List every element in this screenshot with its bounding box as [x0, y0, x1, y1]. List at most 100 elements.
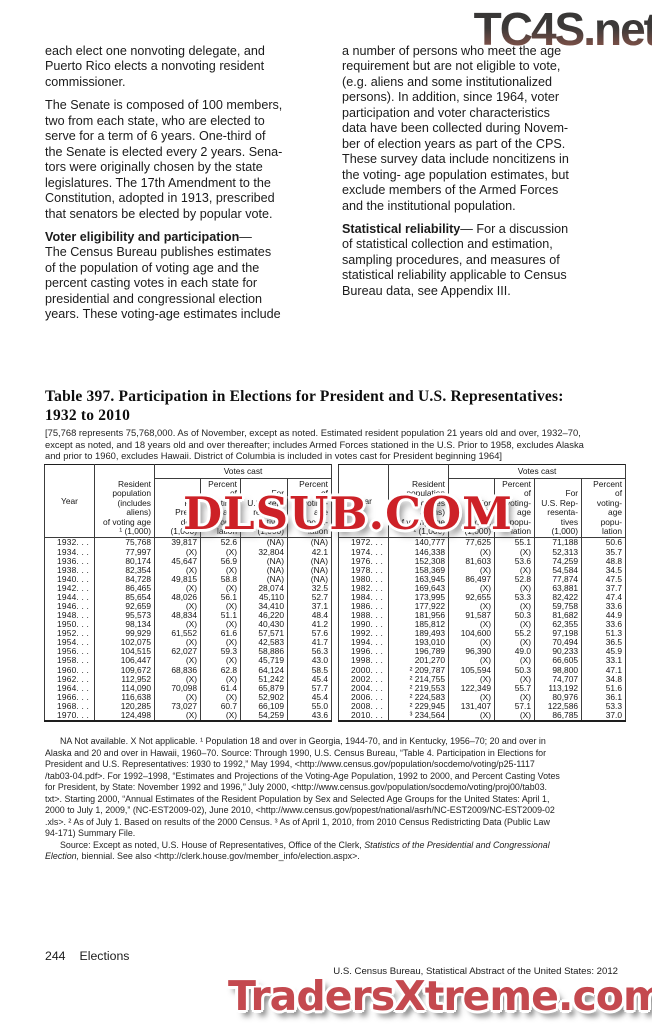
- value-cell: 90,233: [534, 647, 582, 657]
- column-header-year: Year: [355, 495, 372, 506]
- value-cell: 86,785: [534, 710, 582, 721]
- value-cell: (X): [448, 583, 495, 593]
- value-cell: 51,242: [240, 674, 288, 684]
- value-cell: 55.7: [494, 683, 535, 693]
- value-cell: (X): [448, 692, 495, 702]
- value-cell: 44.9: [581, 610, 626, 621]
- value-cell: 116,638: [94, 692, 155, 702]
- year-cell: 1936. . .: [57, 555, 90, 566]
- value-cell: 47.5: [581, 574, 626, 584]
- value-cell: 71,188: [534, 537, 582, 548]
- table-row: 1982. . . 169,643 (X) (X) 63,881 37.7: [339, 583, 626, 593]
- year-cell: 1994. . .: [351, 637, 384, 648]
- value-cell: 114,090: [94, 683, 155, 693]
- value-cell: (X): [154, 601, 201, 612]
- value-cell: 104,600: [448, 629, 495, 639]
- paragraph: a number of persons who meet the age req…: [342, 44, 569, 213]
- value-cell: 53.3: [581, 701, 626, 711]
- data-table-left: Year Resident population (includes alien…: [44, 464, 333, 722]
- value-cell: 52,313: [534, 547, 582, 557]
- value-cell: 49,815: [154, 574, 201, 584]
- table-row: 1998. . . 201,270 (X) (X) 66,605 33.1: [339, 656, 626, 666]
- value-cell: 40,430: [240, 620, 288, 630]
- value-cell: 59.3: [200, 647, 241, 657]
- value-cell: 42,583: [240, 638, 288, 648]
- table-row: 2000. . . ² 209,787 105,594 50.3 98,800 47.1: [339, 665, 626, 675]
- value-cell: 169,643: [388, 583, 449, 593]
- value-cell: (X): [200, 692, 241, 702]
- table-row: 1936. . . 80,174 45,647 56.9 (NA) (NA): [45, 555, 332, 566]
- value-cell: (NA): [286, 565, 332, 575]
- value-cell: 66,605: [534, 656, 582, 666]
- paragraph-voter-eligibility: Voter eligibility and participation— The…: [45, 230, 323, 323]
- year-cell: 1968. . .: [57, 700, 90, 711]
- value-cell: ² 209,787: [388, 665, 449, 675]
- value-cell: 80,174: [94, 556, 155, 566]
- value-cell: 45,647: [154, 556, 201, 566]
- table-row: 1984. . . 173,995 92,655 53.3 82,422 47.4: [339, 591, 626, 602]
- page-footer: 244 Elections: [45, 949, 129, 963]
- value-cell: 92,659: [94, 601, 155, 612]
- value-cell: (X): [154, 710, 201, 721]
- value-cell: (X): [494, 565, 535, 575]
- value-cell: 52,902: [240, 692, 288, 702]
- table-row: 1992. . . 189,493 104,600 55.2 97,198 51.3: [339, 628, 626, 639]
- paragraph-heading: Voter eligibility and participation: [45, 229, 240, 244]
- value-cell: 36.5: [581, 638, 626, 648]
- value-cell: 54,584: [534, 565, 582, 575]
- value-cell: 74,259: [534, 556, 582, 566]
- table-row: 1950. . . 98,134 (X) (X) 40,430 41.2: [45, 620, 332, 630]
- table-row: 1938. . . 82,354 (X) (X) (NA) (NA): [45, 565, 332, 575]
- year-cell: 1952. . .: [57, 628, 90, 639]
- value-cell: 201,270: [388, 656, 449, 666]
- value-cell: (X): [154, 547, 201, 557]
- value-cell: 106,447: [94, 656, 155, 666]
- value-cell: 60.7: [200, 701, 241, 711]
- table-row: 1952. . . 99,929 61,552 61.6 57,571 57.6: [45, 628, 332, 639]
- table-row: 1980. . . 163,945 86,497 52.8 77,874 47.5: [339, 574, 626, 584]
- value-cell: 37.7: [581, 583, 626, 593]
- year-cell: 1986. . .: [351, 600, 384, 611]
- column-header-for-president: For Presi- dent (1,000): [448, 478, 495, 538]
- value-cell: (NA): [240, 556, 288, 566]
- table-row: 1958. . . 106,447 (X) (X) 45,719 43.0: [45, 656, 332, 666]
- column-header-percent: Percent of voting- age popu- lation: [581, 478, 626, 538]
- value-cell: 131,407: [448, 701, 495, 711]
- value-cell: 55.0: [286, 701, 332, 711]
- paragraph-text: — The Census Bureau publishes estimates …: [45, 229, 281, 322]
- value-cell: (X): [494, 656, 535, 666]
- value-cell: (X): [200, 656, 241, 666]
- year-cell: 1976. . .: [351, 555, 384, 566]
- value-cell: 112,952: [94, 674, 155, 684]
- paragraph: The Senate is composed of 100 members, t…: [45, 98, 283, 221]
- value-cell: 45.4: [286, 674, 332, 684]
- footnote-text: NA Not available. X Not applicable. ¹ Po…: [45, 736, 560, 839]
- value-cell: 50.3: [494, 610, 535, 621]
- value-cell: 57.1: [494, 701, 535, 711]
- year-cell: 1990. . .: [351, 619, 384, 630]
- value-cell: 152,308: [388, 556, 449, 566]
- value-cell: 35.7: [581, 547, 626, 557]
- value-cell: 58.8: [200, 574, 241, 584]
- value-cell: (X): [448, 674, 495, 684]
- value-cell: 77,625: [448, 537, 495, 548]
- year-cell: 1954. . .: [57, 637, 90, 648]
- value-cell: 50.3: [494, 665, 535, 675]
- column-header-percent: Percent of voting- age popu- lation: [494, 478, 535, 538]
- value-cell: 45.4: [286, 692, 332, 702]
- value-cell: 163,945: [388, 574, 449, 584]
- value-cell: 55.2: [494, 629, 535, 639]
- year-cell: 1984. . .: [351, 591, 384, 602]
- value-cell: 98,134: [94, 620, 155, 630]
- source-attribution: U.S. Census Bureau, Statistical Abstract…: [333, 966, 618, 977]
- value-cell: 48.8: [581, 556, 626, 566]
- value-cell: 52.8: [494, 574, 535, 584]
- year-cell: 1992. . .: [351, 628, 384, 639]
- value-cell: 193,010: [388, 638, 449, 648]
- column-header-population: Resident population (includes aliens) of…: [94, 464, 155, 538]
- value-cell: 51.3: [581, 629, 626, 639]
- value-cell: 104,515: [94, 647, 155, 657]
- value-cell: 45,719: [240, 656, 288, 666]
- column-header-for-representatives: For U.S. Rep- resenta- tives (1,000): [240, 478, 288, 538]
- value-cell: 196,789: [388, 647, 449, 657]
